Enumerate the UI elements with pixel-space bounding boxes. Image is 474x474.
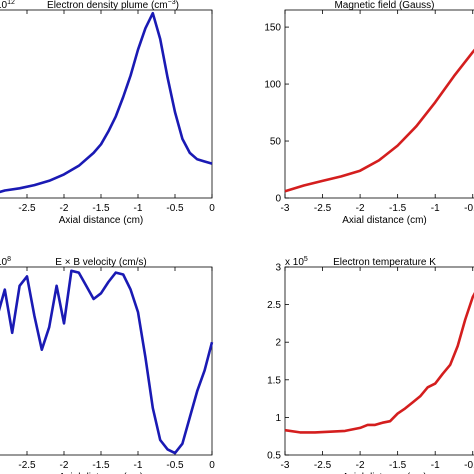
chart-1-xlabel: Axial distance (cm) <box>59 215 143 226</box>
chart-4-exponent-label: x 105 <box>285 256 308 268</box>
chart-2-ytick-label: 100 <box>264 80 281 91</box>
chart-2-xtick-label: -0.5 <box>464 203 474 214</box>
chart-4-xtick-label: -1 <box>431 460 440 471</box>
chart-3-xtick-label: -2 <box>60 460 69 471</box>
chart-3-xtick-label: -1.5 <box>92 460 110 471</box>
chart-4-xtick-label: -2.5 <box>314 460 332 471</box>
chart-2-ytick-label: 0 <box>275 194 281 205</box>
chart-1-xtick-label: -2.5 <box>18 203 36 214</box>
chart-4-ytick-label: 0.5 <box>267 451 281 462</box>
chart-3-xtick-label: 0 <box>209 460 215 471</box>
chart-1-xtick-label: -2 <box>60 203 69 214</box>
chart-4-ytick-label: 2.5 <box>267 300 281 311</box>
chart-3-xtick-label: -1 <box>134 460 143 471</box>
chart-3: -2.5 -2 -1.5 -1 -0.5 0 Axial distance (cm) E × … <box>0 256 215 474</box>
chart-2: -3 -2.5 -2 -1.5 -1 -0.5 0 50 100 150 Axial distanc… <box>264 0 474 226</box>
chart-2-xtick-label: -1 <box>431 203 440 214</box>
chart-1-xtick-label: 0 <box>209 203 215 214</box>
chart-1-xtick-label: -1 <box>134 203 143 214</box>
chart-1-xtick-label: -1.5 <box>92 203 110 214</box>
chart-4-ytick-label: 3 <box>275 263 281 274</box>
chart-4-xtick-label: -2 <box>356 460 365 471</box>
chart-3-xtick-label: -0.5 <box>166 460 184 471</box>
chart-4-xtick-label: -1.5 <box>389 460 407 471</box>
chart-4-axes-box <box>284 266 474 456</box>
chart-1-series-line-1 <box>0 11 213 194</box>
chart-4: -3 -2.5 -2 -1.5 -1 -0.5 0.5 1 1.5 2 2.5 3 Axial dist… <box>267 256 474 474</box>
chart-2-title: Magnetic field (Gauss) <box>334 0 434 11</box>
chart-4-ytick-label: 2 <box>275 338 281 349</box>
chart-1-xtick-label: -0.5 <box>166 203 184 214</box>
chart-4-xtick-label: -3 <box>281 460 290 471</box>
chart-1-title: Electron density plume (cm−3) <box>47 0 179 11</box>
chart-4-xtick-label: -0.5 <box>464 460 474 471</box>
chart-1-exponent-label: 1012 <box>0 0 15 11</box>
chart-3-title: E × B velocity (cm/s) <box>55 257 146 268</box>
chart-3-exponent-label: 108 <box>0 256 11 268</box>
chart-4-ytick-label: 1 <box>275 413 281 424</box>
chart-4-title: Electron temperature K <box>333 257 436 268</box>
chart-2-xtick-label: -1.5 <box>389 203 407 214</box>
chart-1-axes-box <box>0 9 213 199</box>
chart-1: -2.5 -2 -1.5 -1 -0.5 0 Axial distance (cm) Elec… <box>0 0 215 226</box>
chart-4-ytick-label: 1.5 <box>267 375 281 386</box>
chart-3-xtick-label: -2.5 <box>18 460 36 471</box>
chart-3-series-line-1 <box>0 269 214 455</box>
chart-2-xlabel: Axial distance (cm) <box>342 215 426 226</box>
chart-2-xtick-label: -2 <box>356 203 365 214</box>
chart-4-xlabel: Axial distance (cm) <box>342 472 426 474</box>
chart-2-xtick-label: -3 <box>281 203 290 214</box>
chart-2-series-line-1 <box>284 48 474 193</box>
chart-3-xlabel: Axial distance (cm) <box>59 472 143 474</box>
chart-4-series-line-1 <box>284 292 474 434</box>
chart-2-axes-box <box>284 9 474 199</box>
chart-2-xtick-label: -2.5 <box>314 203 332 214</box>
chart-2-ytick-label: 150 <box>264 23 281 34</box>
chart-2-ytick-label: 50 <box>270 137 282 148</box>
